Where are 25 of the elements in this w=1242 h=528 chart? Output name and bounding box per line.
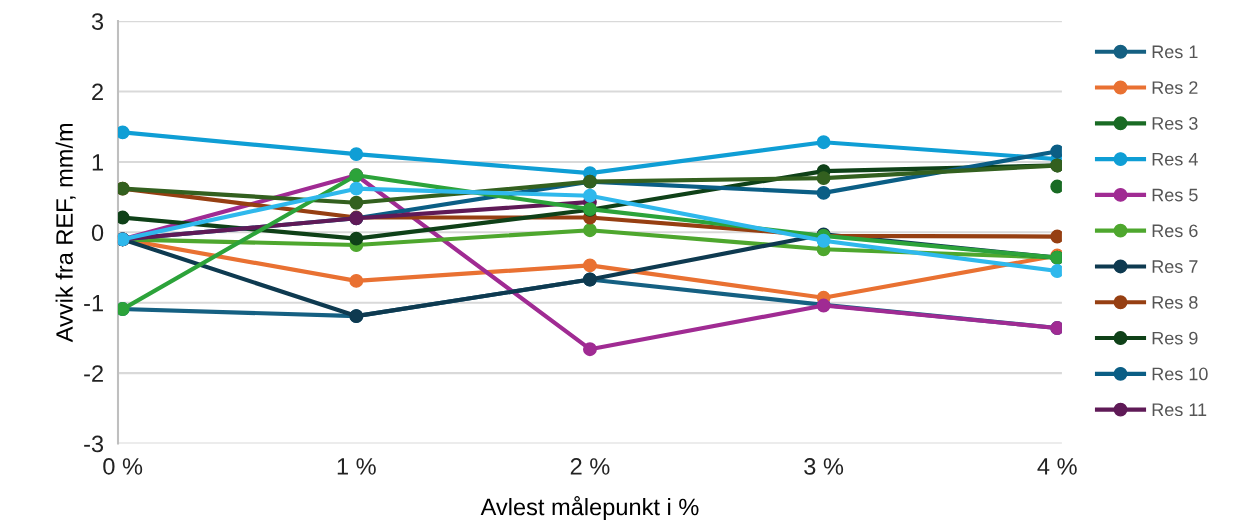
legend-label: Res 3 xyxy=(1152,117,1198,130)
y-tick-label: -3 xyxy=(84,435,104,453)
x-tick-label: 2 % xyxy=(570,458,610,475)
legend-label: Res 7 xyxy=(1152,260,1198,273)
legend-label: Res 5 xyxy=(1152,188,1198,202)
legend-label: Res 1 xyxy=(1152,45,1198,59)
x-axis-title: Avlest målepunkt i % xyxy=(480,496,699,521)
x-tick-label: 1 % xyxy=(337,458,376,475)
legend-label: Res 8 xyxy=(1152,295,1198,309)
y-tick-label: -1 xyxy=(84,295,103,312)
legend-label: Res 11 xyxy=(1152,403,1207,417)
y-tick-label: 2 xyxy=(92,83,103,101)
y-tick-label: -2 xyxy=(84,365,103,382)
x-tick-label: 4 % xyxy=(1037,458,1077,475)
legend-label: Res 2 xyxy=(1152,81,1198,95)
legend-label: Res 9 xyxy=(1152,331,1198,345)
y-tick-label: 0 xyxy=(91,224,104,242)
legend-label: Res 4 xyxy=(1152,152,1198,166)
legend-label: Res 6 xyxy=(1152,224,1198,238)
x-tick-label: 0 % xyxy=(103,458,143,475)
x-tick-label: 3 % xyxy=(804,458,844,475)
y-tick-label: 1 xyxy=(92,154,103,171)
y-tick-label: 3 xyxy=(91,13,104,30)
legend-label: Res 10 xyxy=(1152,367,1208,381)
y-axis-title: Avvik fra REF, mm/m xyxy=(55,123,76,343)
